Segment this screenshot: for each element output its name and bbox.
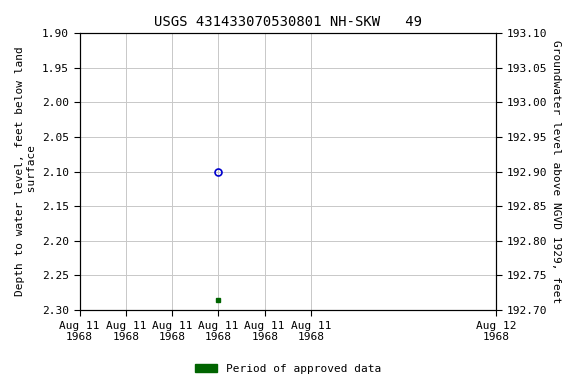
Y-axis label: Groundwater level above NGVD 1929, feet: Groundwater level above NGVD 1929, feet [551,40,561,303]
Legend: Period of approved data: Period of approved data [191,359,385,379]
Y-axis label: Depth to water level, feet below land
 surface: Depth to water level, feet below land su… [15,46,37,296]
Title: USGS 431433070530801 NH-SKW   49: USGS 431433070530801 NH-SKW 49 [154,15,422,29]
